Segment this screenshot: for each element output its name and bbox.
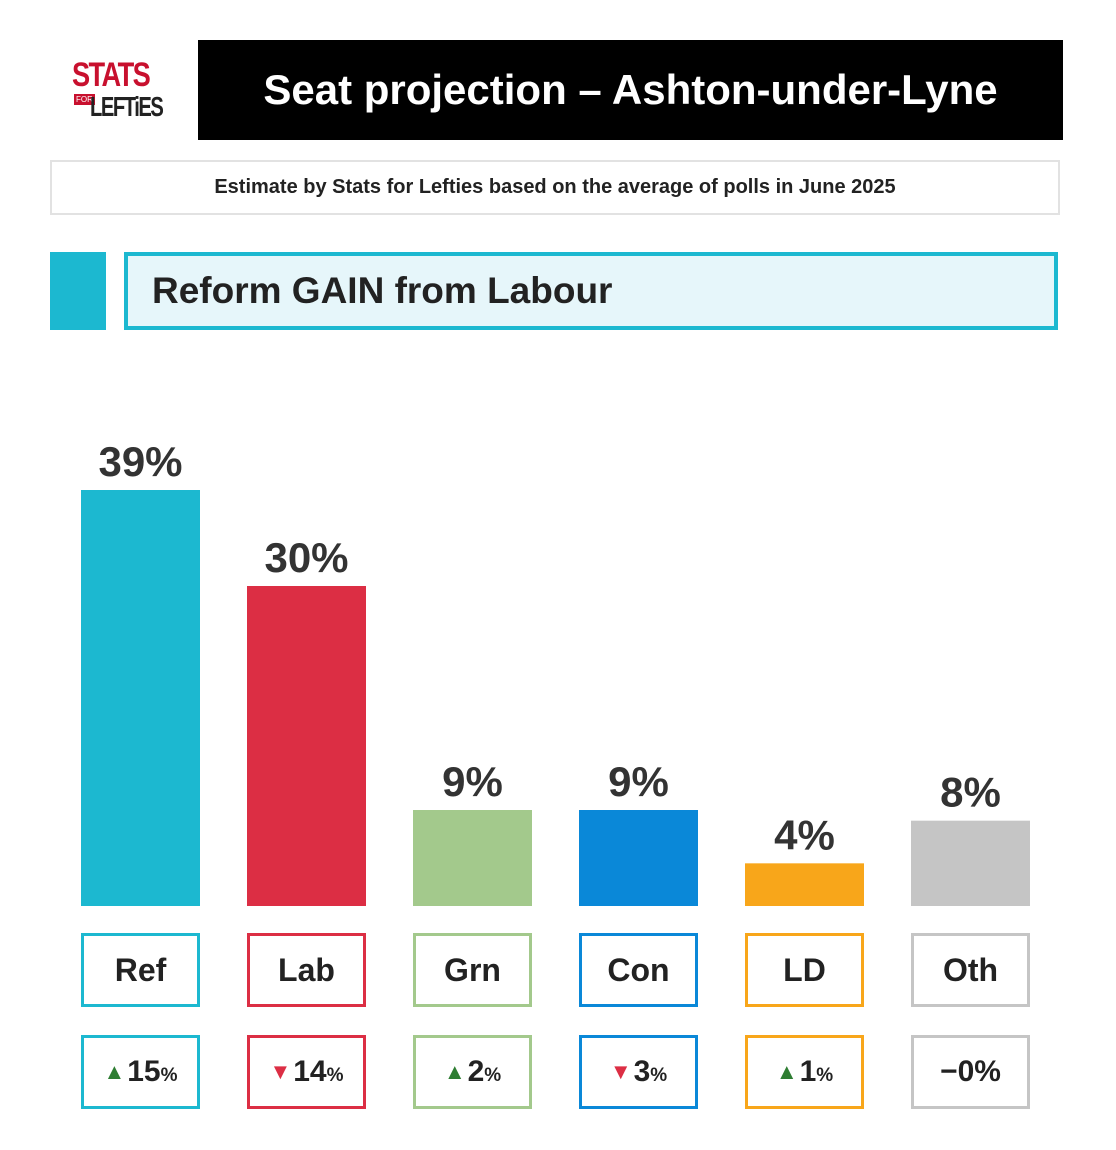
down-arrow-icon: ▼ (269, 1059, 292, 1084)
logo-top-text: STATS (72, 56, 151, 94)
value-label-ref: 39% (98, 438, 182, 485)
change-value: 0 (957, 1055, 975, 1088)
change-value: 1 (799, 1055, 817, 1088)
value-label-grn: 9% (442, 758, 503, 805)
chart-title: Seat projection – Ashton-under-Lyne (263, 66, 998, 113)
change-box-ref: ▲ 15% (81, 1035, 200, 1109)
change-box-oth: −0% (911, 1035, 1030, 1109)
value-label-lab: 30% (264, 534, 348, 581)
change-unit: % (484, 1065, 502, 1086)
subtitle-box: Estimate by Stats for Lefties based on t… (50, 160, 1060, 215)
bar-grn (413, 810, 532, 906)
result-color-marker (50, 252, 106, 330)
change-unit: % (816, 1065, 834, 1086)
party-label-box-ref: Ref (81, 933, 200, 1007)
logo-bottom-text: LEFTiES (90, 91, 164, 122)
down-arrow-icon: ▼ (609, 1059, 632, 1084)
change-box-lab: ▼ 14% (247, 1035, 366, 1109)
party-label-box-con: Con (579, 933, 698, 1007)
party-label: Oth (942, 951, 999, 988)
up-arrow-icon: ▲ (775, 1059, 798, 1084)
party-label: Lab (278, 951, 335, 988)
result-banner: Reform GAIN from Labour (124, 252, 1058, 330)
party-label-box-ld: LD (745, 933, 864, 1007)
bar-lab (247, 586, 366, 906)
change-box-con: ▼ 3% (579, 1035, 698, 1109)
change-box-grn: ▲ 2% (413, 1035, 532, 1109)
party-label: Ref (114, 951, 167, 988)
change-unit: % (650, 1065, 668, 1086)
chart-subtitle: Estimate by Stats for Lefties based on t… (214, 176, 896, 198)
party-label: Con (607, 951, 670, 988)
bar-ref (81, 490, 200, 906)
change-unit: % (160, 1065, 178, 1086)
party-label: Grn (444, 951, 501, 988)
party-label-box-lab: Lab (247, 933, 366, 1007)
value-label-ld: 4% (774, 811, 835, 858)
party-label-box-grn: Grn (413, 933, 532, 1007)
change-value: 14 (293, 1055, 327, 1088)
change-value: 3 (633, 1055, 651, 1088)
minus-icon: − (940, 1055, 958, 1088)
logo-for-text: FOR (74, 94, 95, 105)
up-arrow-icon: ▲ (103, 1059, 126, 1084)
change-value: 15 (127, 1055, 161, 1088)
bar-oth (911, 820, 1030, 906)
value-label-con: 9% (608, 758, 669, 805)
change-unit: % (974, 1055, 1001, 1088)
up-arrow-icon: ▲ (443, 1059, 466, 1084)
bar-con (579, 810, 698, 906)
title-bar: Seat projection – Ashton-under-Lyne (198, 40, 1063, 140)
stats-for-lefties-logo: STATS FOR LEFTiES (72, 58, 164, 124)
change-value: 2 (467, 1055, 485, 1088)
bar-ld (745, 863, 864, 906)
value-label-oth: 8% (940, 769, 1001, 816)
change-box-ld: ▲ 1% (745, 1035, 864, 1109)
party-label-box-oth: Oth (911, 933, 1030, 1007)
result-label: Reform GAIN from Labour (152, 270, 613, 311)
party-label: LD (783, 951, 826, 988)
change-unit: % (326, 1065, 344, 1086)
